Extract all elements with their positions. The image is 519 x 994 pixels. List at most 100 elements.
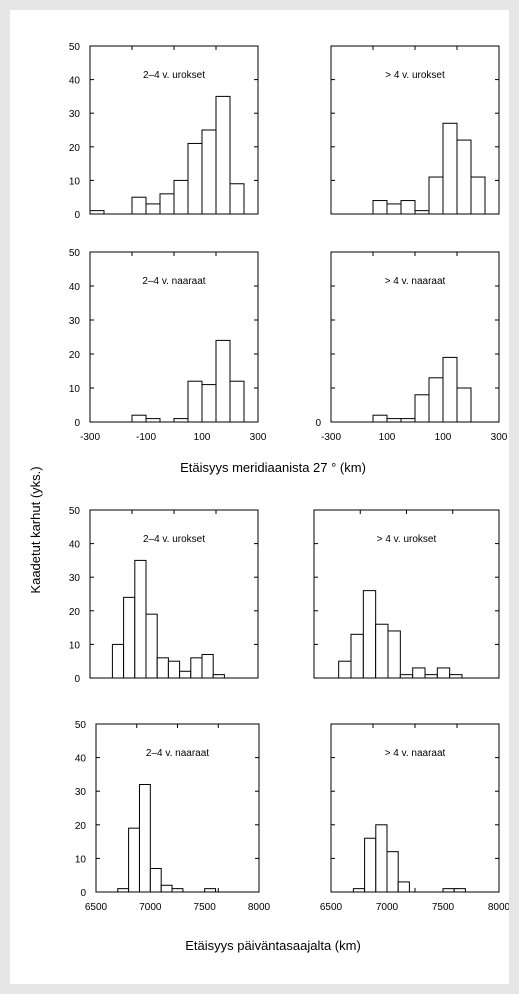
histogram-bar — [171, 888, 184, 893]
histogram-bar — [436, 667, 451, 679]
histogram-bar — [428, 176, 444, 215]
histogram-bar — [134, 559, 147, 679]
panel-title: > 4 v. naaraat — [385, 748, 446, 759]
histogram-bar — [212, 674, 225, 679]
histogram-bar — [470, 176, 486, 215]
histogram-panel: 0-300 100 100 300 > 4 v. naaraat — [315, 251, 508, 443]
histogram-bar — [173, 418, 189, 423]
histogram-bar — [352, 888, 366, 893]
histogram-bar — [204, 888, 217, 893]
y-tick-label: 10 — [75, 854, 87, 865]
x-tick-label: 300 — [250, 432, 267, 443]
y-tick-label: 30 — [69, 573, 81, 584]
y-tick-label: 40 — [69, 540, 81, 551]
histogram-bar — [362, 590, 377, 679]
histogram-panel: > 4 v. urokset — [330, 45, 500, 215]
histogram-bar — [399, 674, 414, 679]
y-tick-label: 30 — [69, 109, 81, 120]
histogram-bar — [372, 200, 388, 215]
histogram-bar — [117, 888, 130, 893]
histogram-bar — [375, 623, 389, 679]
x-tick-label: 7000 — [376, 902, 399, 913]
y-tick-label: 0 — [74, 674, 80, 685]
histogram-bar — [364, 837, 377, 893]
histogram-bar — [449, 674, 463, 679]
histogram-bar — [160, 884, 173, 893]
histogram-bar — [414, 210, 430, 215]
histogram-bar — [138, 783, 151, 893]
histogram-bar — [145, 203, 161, 215]
x-tick-label: -300 — [321, 432, 341, 443]
histogram-bar — [453, 888, 466, 893]
histogram-panel: 0 10 20 30 40 50 2–4 v. urokset — [69, 506, 259, 685]
histogram-bar — [229, 380, 245, 423]
y-tick-label: 10 — [69, 640, 81, 651]
x-tick-label: 6500 — [85, 902, 108, 913]
histogram-bar — [215, 95, 231, 215]
panel-title: > 4 v. urokset — [377, 534, 437, 545]
histogram-bar — [179, 670, 192, 679]
histogram-bar — [190, 657, 203, 679]
x-axis-label-bottom: Etäisyys päiväntasaajalta (km) — [185, 938, 361, 953]
histogram-bar — [442, 122, 458, 215]
x-tick-label: 100 — [435, 432, 452, 443]
histogram-bar — [149, 867, 162, 893]
x-tick-label: 100 — [194, 432, 211, 443]
x-tick-label: 7500 — [194, 902, 217, 913]
histogram-panel: 0 10 20 30 40 50 6500 7000 7500 8000 2–4 v. naaraa… — [75, 720, 271, 913]
histogram-bar — [386, 851, 399, 893]
y-tick-label: 0 — [315, 418, 321, 429]
histogram-bar — [372, 414, 388, 423]
panel-title: 2–4 v. naaraat — [142, 276, 205, 287]
y-tick-label: 20 — [75, 821, 87, 832]
x-axis-label-top: Etäisyys meridiaanista 27 ° (km) — [180, 460, 366, 475]
x-tick-label: 7500 — [432, 902, 455, 913]
histogram-bar — [424, 674, 438, 679]
histogram-bar — [201, 653, 214, 679]
histogram-bar — [428, 377, 444, 423]
histogram-bar — [229, 183, 245, 215]
y-tick-label: 0 — [80, 888, 86, 899]
histogram-bar — [456, 387, 472, 423]
panel-title: 2–4 v. urokset — [143, 70, 205, 81]
histogram-bar — [201, 129, 217, 215]
y-tick-label: 40 — [75, 754, 87, 765]
y-tick-label: 10 — [69, 176, 81, 187]
y-tick-label: 40 — [69, 282, 81, 293]
histogram-bar — [89, 210, 105, 215]
panel-title: 2–4 v. urokset — [143, 534, 205, 545]
histogram-panel: 0 10 20 30 40 50 2–4 v. urokset — [69, 42, 259, 221]
histogram-panel: 0 10 20 30 40 50 -300 -100 100 300 2–4 v. naaraat — [69, 248, 267, 443]
y-tick-label: 10 — [69, 384, 81, 395]
y-tick-label: 50 — [69, 42, 81, 53]
histogram-bar — [167, 660, 181, 679]
x-tick-label: -300 — [80, 432, 100, 443]
histogram-bar — [123, 596, 136, 679]
y-tick-label: 20 — [69, 350, 81, 361]
y-tick-label: 20 — [69, 607, 81, 618]
y-tick-label: 50 — [75, 720, 87, 731]
histogram-bar — [375, 824, 388, 893]
figure-canvas: 0 10 20 30 40 50 2–4 v. urokset > 4 v. urokset 0… — [10, 10, 509, 984]
histogram-panel: > 4 v. urokset — [313, 509, 500, 679]
histogram-bar — [442, 356, 458, 423]
histogram-bar — [187, 142, 203, 215]
x-tick-label: -100 — [136, 432, 156, 443]
histogram-bar — [397, 881, 410, 893]
histogram-bar — [145, 613, 158, 679]
y-tick-label: 30 — [75, 787, 87, 798]
histogram-bar — [442, 888, 455, 893]
histogram-bar — [173, 179, 189, 215]
histogram-bar — [338, 660, 352, 679]
histogram-bar — [412, 667, 426, 679]
histogram-bar — [386, 203, 402, 215]
x-tick-label: 100 — [379, 432, 396, 443]
x-tick-label: 8000 — [488, 902, 509, 913]
histogram-panel: 6500 7000 7500 8000 > 4 v. naaraat — [320, 723, 509, 913]
histogram-panels: 0 10 20 30 40 50 2–4 v. urokset > 4 v. urokset 0… — [69, 42, 509, 913]
histogram-bar — [414, 394, 430, 423]
histogram-bar — [400, 200, 416, 215]
y-tick-label: 50 — [69, 506, 81, 517]
histogram-bar — [456, 139, 472, 215]
x-tick-label: 7000 — [139, 902, 162, 913]
